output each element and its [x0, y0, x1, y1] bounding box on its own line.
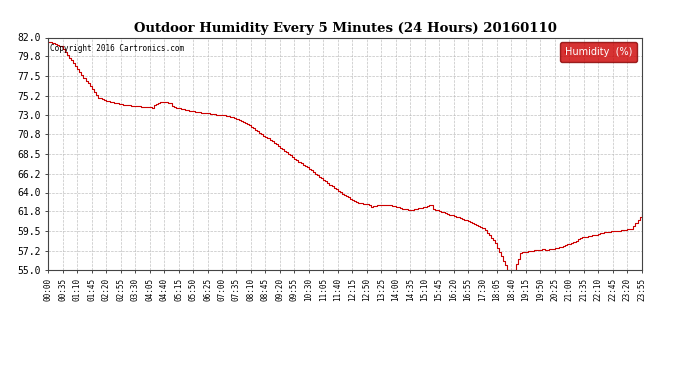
Title: Outdoor Humidity Every 5 Minutes (24 Hours) 20160110: Outdoor Humidity Every 5 Minutes (24 Hou…: [134, 22, 556, 35]
Text: Copyright 2016 Cartronics.com: Copyright 2016 Cartronics.com: [50, 45, 184, 54]
Legend: Humidity  (%): Humidity (%): [560, 42, 637, 62]
